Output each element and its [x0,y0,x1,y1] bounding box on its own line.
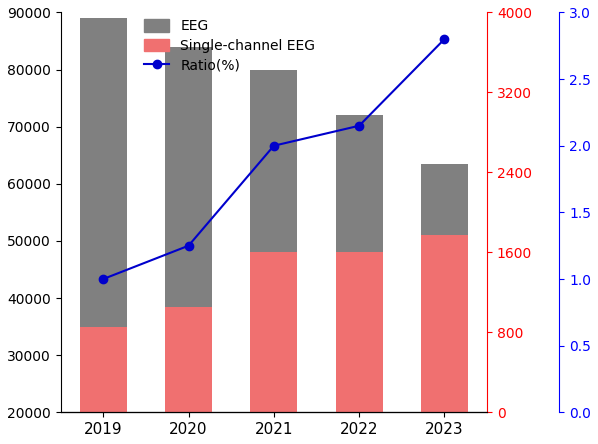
Ratio(%) [185,243,192,248]
Legend: EEG, Single-channel EEG, Ratio(%): EEG, Single-channel EEG, Ratio(%) [144,20,315,72]
Bar [421,164,468,444]
Ratio(%) [100,276,107,281]
Line: Ratio(%): Ratio(%) [99,35,448,283]
Bar [165,307,212,444]
Bar [251,70,297,444]
Bar [421,235,468,444]
Bar [251,252,297,444]
Bar [165,47,212,444]
Ratio(%) [270,143,277,148]
Ratio(%) [356,123,363,128]
Bar [335,115,383,444]
Bar [80,327,127,444]
Ratio(%) [441,36,448,42]
Bar [335,252,383,444]
Bar [80,18,127,444]
